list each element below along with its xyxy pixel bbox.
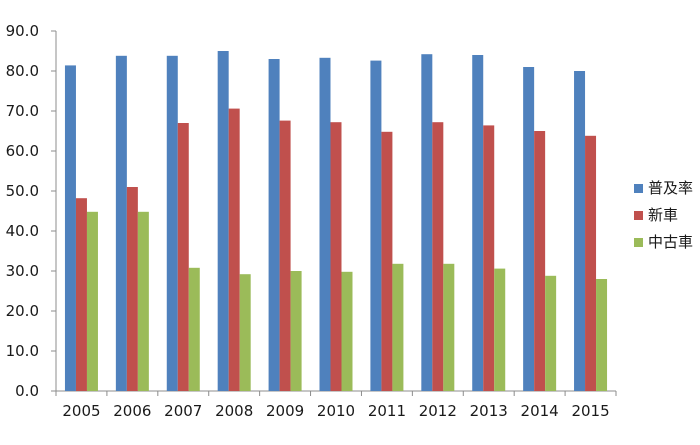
y-tick-label: 0.0 xyxy=(15,382,39,400)
legend-swatch-普及率 xyxy=(634,184,643,193)
bar-普及率-2005 xyxy=(64,65,76,392)
bar-普及率-2010 xyxy=(319,57,331,392)
x-tick-label: 2009 xyxy=(266,402,304,420)
legend-label-新車: 新車 xyxy=(648,206,678,224)
x-tick-label: 2013 xyxy=(470,402,508,420)
plot-area: 0.0 10.0 20.0 30.0 40.0 50.0 60.0 70.0 80.0 90.0 2… xyxy=(6,22,617,420)
bar-新車-2006 xyxy=(126,187,138,391)
y-tick-label: 10.0 xyxy=(6,342,39,360)
bar-普及率-2015 xyxy=(574,71,586,391)
bar-普及率-2007 xyxy=(166,55,178,392)
y-tick-label: 30.0 xyxy=(6,262,39,280)
bar-新車-2008 xyxy=(228,108,240,391)
bar-新車-2014 xyxy=(534,131,546,391)
bar-新車-2010 xyxy=(330,122,342,391)
bar-中古車-2009 xyxy=(290,271,302,391)
y-tick-label: 90.0 xyxy=(6,22,39,40)
bar-中古車-2011 xyxy=(392,263,404,391)
bar-普及率-2013 xyxy=(472,55,484,391)
bar-普及率-2011 xyxy=(370,60,382,391)
y-tick-label: 20.0 xyxy=(6,302,39,320)
x-tick-label: 2014 xyxy=(521,402,559,420)
y-tick-label: 40.0 xyxy=(6,222,39,240)
x-tick-label: 2012 xyxy=(419,402,457,420)
legend-swatch-中古車 xyxy=(634,238,643,247)
x-tick-label: 2007 xyxy=(164,402,202,420)
bar-中古車-2005 xyxy=(86,211,98,391)
bar-中古車-2010 xyxy=(341,271,353,391)
x-tick-label: 2005 xyxy=(62,402,100,420)
bar-中古車-2012 xyxy=(443,263,455,391)
x-tick-label: 2008 xyxy=(215,402,253,420)
y-tick-label: 70.0 xyxy=(6,102,39,120)
bar-普及率-2014 xyxy=(523,67,535,391)
bar-中古車-2014 xyxy=(545,275,557,391)
legend-label-普及率: 普及率 xyxy=(648,179,693,197)
bar-中古車-2006 xyxy=(137,211,149,391)
bar-新車-2007 xyxy=(177,123,189,391)
bar-中古車-2008 xyxy=(239,274,251,391)
bar-普及率-2012 xyxy=(421,54,433,391)
x-tick-label: 2015 xyxy=(571,402,609,420)
bar-普及率-2006 xyxy=(115,55,127,392)
bar-新車-2009 xyxy=(279,120,291,391)
x-tick-label: 2010 xyxy=(317,402,355,420)
bar-新車-2015 xyxy=(585,135,597,391)
bar-新車-2011 xyxy=(381,131,393,392)
x-tick-label: 2006 xyxy=(113,402,151,420)
x-tick-label: 2011 xyxy=(368,402,406,420)
bar-普及率-2008 xyxy=(217,51,229,391)
bar-新車-2012 xyxy=(432,122,444,391)
bar-新車-2013 xyxy=(483,125,495,392)
bar-中古車-2015 xyxy=(596,279,608,391)
y-tick-label: 60.0 xyxy=(6,142,39,160)
bar-普及率-2009 xyxy=(268,59,280,391)
y-tick-label: 50.0 xyxy=(6,182,39,200)
legend-swatch-新車 xyxy=(634,211,643,220)
bar-新車-2005 xyxy=(75,198,87,391)
bar-中古車-2007 xyxy=(188,267,200,391)
y-tick-label: 80.0 xyxy=(6,62,39,80)
bar-中古車-2013 xyxy=(494,268,506,391)
legend-label-中古車: 中古車 xyxy=(648,233,693,251)
